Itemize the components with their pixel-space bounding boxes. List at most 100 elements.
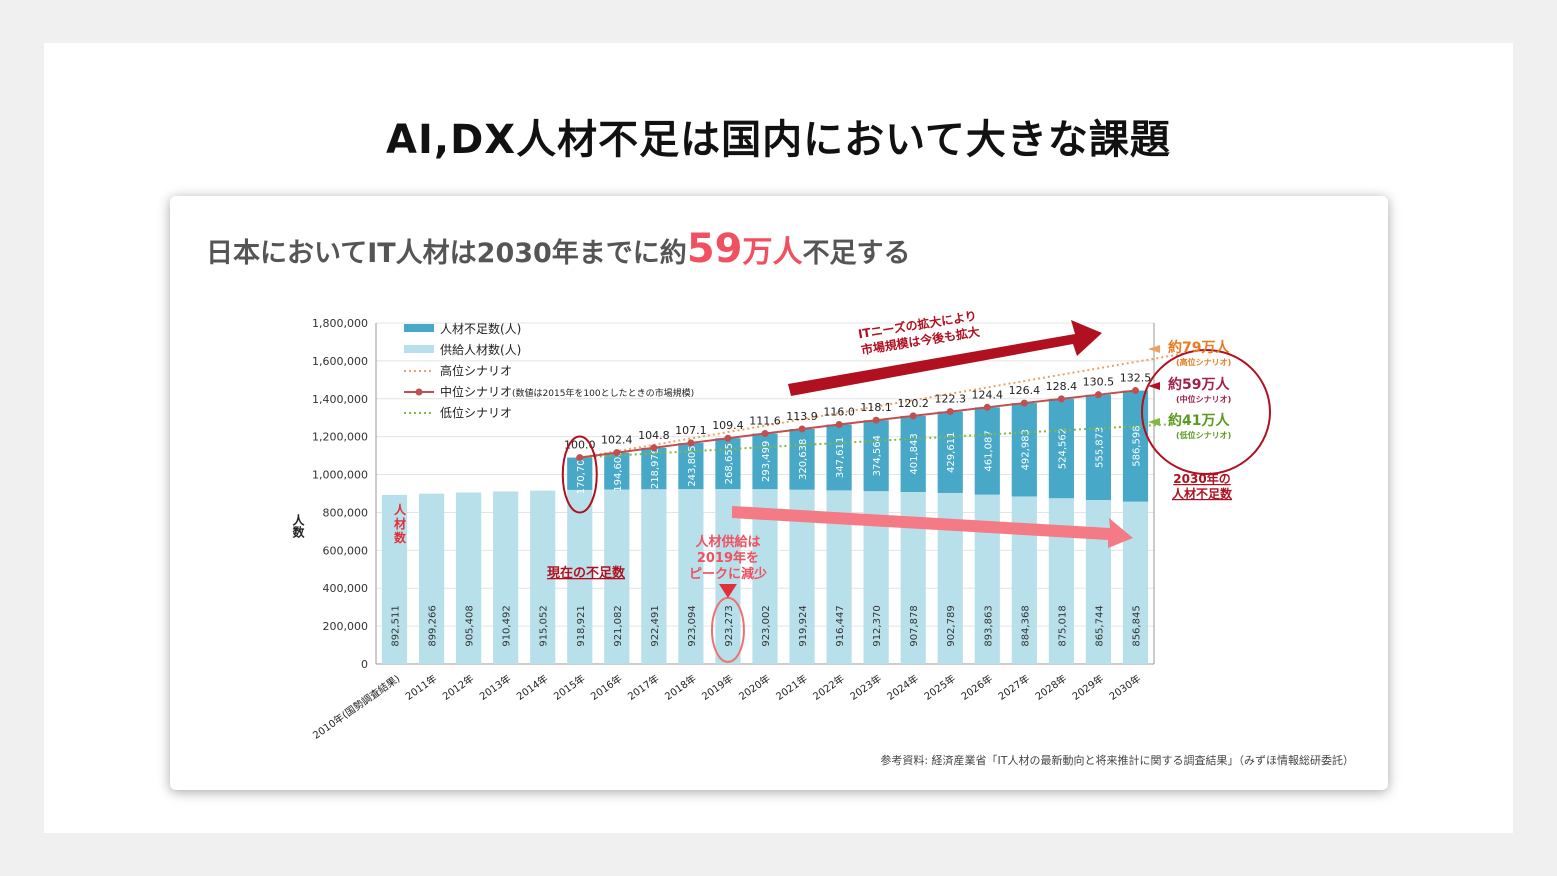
y-tick-label: 600,000	[323, 544, 369, 557]
shortage-value-label: 320,638	[798, 439, 809, 480]
y-tick-label: 0	[361, 658, 368, 671]
legend-swatch-point	[415, 388, 423, 396]
high-scenario-label: 約79万人	[1168, 339, 1230, 356]
supply-value-label: 865,744	[1094, 605, 1105, 646]
shortage-bar	[752, 433, 778, 490]
mid-scenario-point	[761, 430, 769, 438]
high-marker-icon	[1148, 345, 1160, 353]
shortage-value-label: 492,983	[1020, 429, 1031, 470]
mid-index-label: 124.4	[972, 388, 1004, 401]
high-scenario-sub: (高位シナリオ)	[1176, 357, 1231, 367]
mid-index-label: 120.2	[897, 397, 929, 410]
x-tick-label: 2028年	[1033, 672, 1069, 703]
shortage-value-label: 268,655	[724, 443, 735, 484]
mid-scenario-point	[1057, 395, 1065, 403]
x-tick-label: 2011年	[403, 672, 439, 703]
shortage-value-label: 194,608	[613, 450, 624, 491]
mid-index-label: 107.1	[675, 424, 707, 437]
legend-label: 高位シナリオ	[440, 363, 512, 378]
shortage-value-label: 524,562	[1057, 428, 1068, 469]
supply-value-label: 907,878	[909, 605, 920, 646]
shortage-bar	[1122, 390, 1149, 502]
mid-scenario-point	[946, 408, 954, 416]
x-tick-label: 2022年	[810, 672, 846, 703]
x-tick-label: 2021年	[773, 672, 809, 703]
mid-index-label: 116.0	[823, 406, 855, 419]
supply-value-label: 899,266	[428, 605, 439, 646]
shortage-value-label: 293,499	[761, 441, 772, 482]
x-tick-label: 2013年	[477, 672, 513, 703]
market-arrow-icon	[788, 320, 1102, 396]
mid-index-label: 122.3	[934, 393, 966, 406]
legend-label: 中位シナリオ	[440, 384, 512, 399]
legend-note: (数値は2015年を100としたときの市場規模)	[512, 387, 694, 399]
legend-swatch	[404, 324, 434, 332]
peak-annotation: 2019年を	[697, 550, 759, 566]
shortage-bar	[567, 457, 593, 490]
supply-value-label: 912,370	[872, 605, 883, 646]
supply-bar	[567, 489, 593, 664]
legend-label: 人材不足数(人)	[440, 321, 521, 336]
source-note: 参考資料: 経済産業省「IT人材の最新動向と将来推計に関する調査結果」（みずほ情…	[880, 754, 1354, 767]
supply-value-label: 893,863	[983, 605, 994, 646]
supply-value-label: 875,018	[1057, 605, 1068, 646]
supply-value-label: 921,082	[613, 605, 624, 646]
shortage-value-label: 243,805	[687, 445, 698, 486]
y-tick-label: 1,400,000	[312, 393, 368, 406]
supply-bar	[418, 493, 445, 664]
chart-card: 日本においてIT人材は2030年までに約59万人不足する 0 200,000 400…	[170, 196, 1388, 790]
supply-value-label: 915,052	[539, 605, 550, 646]
card-title-pre: 日本においてIT人材は2030年までに約	[206, 238, 687, 269]
mid-scenario-point	[872, 416, 880, 424]
supply-value-label: 916,447	[835, 605, 846, 646]
shortage-value-label: 555,873	[1094, 427, 1105, 468]
mid-index-label: 130.5	[1083, 376, 1115, 389]
mid-scenario-point	[650, 444, 658, 452]
current-shortage-circle	[561, 435, 598, 514]
shortage-bar	[715, 438, 741, 490]
x-tick-label: 2014年	[514, 672, 550, 703]
legend-label: 低位シナリオ	[440, 405, 512, 420]
supply-value-label: 923,094	[687, 605, 698, 646]
x-tick-label: 2015年	[551, 672, 587, 703]
supply-value-label: 910,492	[502, 605, 513, 646]
current-shortage-label: 現在の不足数	[547, 565, 626, 581]
mid-index-label: 126.4	[1009, 384, 1040, 397]
x-tick-label: 2017年	[625, 672, 661, 703]
mid-scenario-sub: (中位シナリオ)	[1176, 394, 1231, 404]
mid-index-label: 102.4	[601, 434, 633, 447]
supply-decline-arrow-icon	[732, 506, 1133, 548]
shortage-value-label: 586,598	[1131, 425, 1142, 466]
x-tick-label: 2020年	[736, 672, 772, 703]
x-tick-label: 2029年	[1070, 672, 1106, 703]
shortage-bar	[937, 411, 963, 493]
card-title-unit: 万人	[742, 235, 803, 270]
x-tick-label: 2026年	[959, 672, 995, 703]
mid-scenario-point	[687, 439, 695, 447]
legend-swatch	[404, 345, 434, 353]
shortage-bar	[1085, 394, 1112, 500]
y-tick-label: 1,000,000	[312, 469, 368, 482]
supply-bar	[1122, 501, 1149, 664]
y-tick-label: 1,600,000	[312, 355, 368, 368]
low-scenario-sub: (低位シナリオ)	[1176, 430, 1231, 440]
jinzai-annotation: 人	[394, 502, 407, 517]
supply-value-label: 923,273	[724, 605, 735, 646]
mid-marker-icon	[1148, 382, 1160, 390]
supply-value-label: 892,511	[391, 605, 402, 646]
x-tick-label: 2018年	[662, 672, 698, 703]
shortage-bar	[863, 420, 889, 492]
shortage-value-label: 218,976	[650, 448, 661, 489]
mid-scenario-point	[1020, 399, 1028, 407]
y-tick-label: 400,000	[323, 582, 369, 595]
x-tick-label: 2012年	[440, 672, 476, 703]
y-tick-label: 800,000	[323, 506, 369, 519]
mid-scenario-point	[613, 449, 621, 457]
x-tick-label: 2030年	[1107, 672, 1143, 703]
mid-scenario-label: 約59万人	[1168, 376, 1230, 393]
low-scenario-label: 約41万人	[1168, 412, 1230, 429]
mid-scenario-point	[1094, 391, 1102, 399]
jinzai-annotation: 数	[394, 530, 407, 545]
card-title-post: 不足する	[802, 238, 911, 269]
supply-value-label: 919,924	[798, 605, 809, 646]
